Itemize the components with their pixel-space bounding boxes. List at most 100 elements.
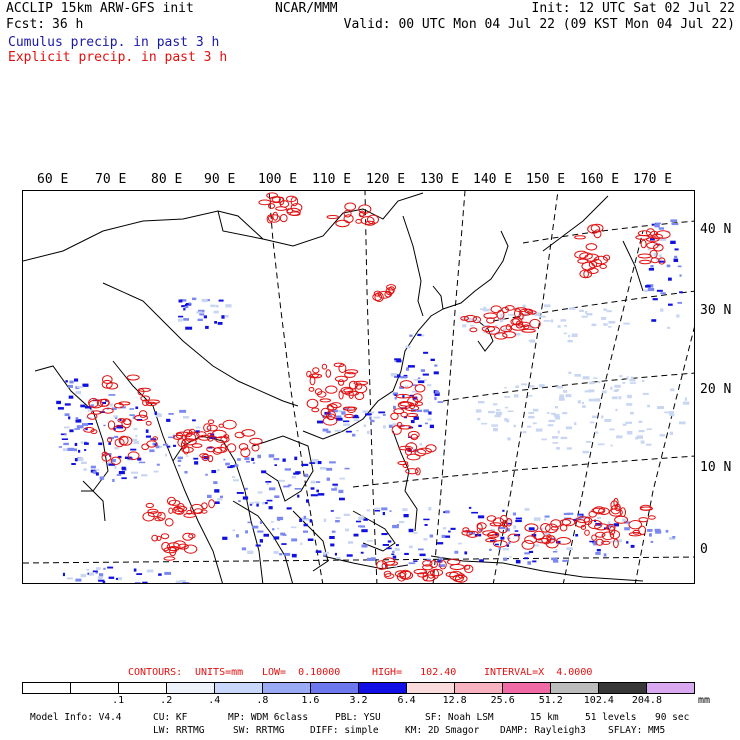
cumulus-precip-cell (335, 520, 340, 523)
explicit-precip-contour (320, 407, 330, 418)
cumulus-precip-cell (277, 527, 280, 530)
cumulus-precip-cell (544, 304, 551, 308)
cumulus-precip-cell (299, 518, 302, 522)
cumulus-precip-cell (481, 422, 488, 425)
cumulus-precip-cell (242, 496, 249, 500)
cumulus-precip-cell (528, 395, 533, 397)
cumulus-precip-cell (334, 552, 337, 556)
explicit-precip-contour (489, 522, 502, 527)
explicit-precip-contour (584, 529, 590, 536)
lat-label: 40 N (700, 222, 732, 237)
cumulus-precip-cell (166, 418, 171, 422)
cumulus-precip-cell (656, 289, 663, 292)
colorbar-swatch (119, 683, 167, 693)
cumulus-precip-cell (559, 394, 565, 398)
cumulus-precip-cell (192, 419, 196, 422)
explicit-precip-contour (101, 451, 108, 457)
explicit-precip-contour (601, 531, 615, 541)
cumulus-precip-cell (595, 552, 601, 555)
cumulus-precip-cell (80, 441, 83, 444)
colorbar-label: 25.6 (490, 695, 515, 706)
cumulus-precip-cell (557, 430, 560, 434)
explicit-precip-contour (338, 390, 344, 400)
cumulus-precip-cell (521, 383, 528, 386)
cumulus-precip-cell (588, 398, 596, 402)
cumulus-precip-cell (382, 512, 385, 516)
cumulus-precip-cell (135, 434, 138, 438)
explicit-precip-contour (279, 214, 288, 223)
footer-pbl: PBL: YSU (335, 712, 381, 723)
explicit-precip-contour (215, 436, 228, 443)
cumulus-precip-cell (551, 557, 555, 561)
cumulus-precip-cell (136, 419, 143, 421)
cumulus-precip-cell (270, 521, 274, 523)
explicit-precip-contour (407, 396, 419, 407)
explicit-precip-contour (394, 570, 407, 578)
cumulus-precip-cell (654, 224, 660, 228)
cumulus-precip-cell (201, 298, 208, 303)
cumulus-precip-cell (336, 556, 341, 560)
cumulus-precip-cell (280, 532, 286, 536)
explicit-precip-contour (460, 316, 470, 321)
explicit-precip-contour (550, 519, 562, 528)
cumulus-precip-cell (348, 541, 354, 544)
cumulus-precip-cell (462, 317, 466, 320)
explicit-precip-contour (218, 423, 225, 428)
cumulus-precip-cell (80, 404, 86, 408)
cumulus-precip-cell (315, 550, 322, 553)
explicit-precip-contour (494, 332, 508, 340)
cumulus-precip-cell (282, 458, 286, 462)
cumulus-precip-cell (496, 409, 501, 411)
cumulus-precip-cell (402, 395, 405, 399)
cumulus-precip-cell (613, 389, 616, 392)
cumulus-precip-cell (326, 414, 333, 418)
cumulus-precip-cell (527, 425, 532, 428)
cumulus-precip-cell (259, 521, 262, 524)
cumulus-precip-cell (619, 375, 623, 378)
explicit-precip-contour (595, 531, 606, 538)
cumulus-precip-cell (133, 440, 140, 444)
explicit-precip-contour (151, 534, 159, 542)
cumulus-precip-cell (118, 577, 123, 581)
cumulus-precip-cell (374, 510, 381, 512)
cumulus-precip-cell (185, 455, 189, 457)
cumulus-precip-cell (311, 459, 319, 462)
cumulus-precip-cell (131, 471, 138, 474)
cumulus-precip-cell (560, 319, 567, 322)
cumulus-precip-cell (499, 316, 505, 320)
cumulus-precip-cell (119, 418, 122, 421)
cumulus-precip-cell (132, 416, 136, 419)
cumulus-precip-cell (179, 579, 186, 583)
cumulus-precip-cell (213, 310, 219, 314)
cumulus-precip-cell (195, 430, 200, 434)
cumulus-precip-cell (392, 555, 397, 559)
cumulus-precip-cell (403, 514, 409, 518)
colorbar-swatch (503, 683, 551, 693)
cumulus-precip-cell (68, 395, 74, 399)
cumulus-precip-cell (608, 320, 616, 324)
cumulus-precip-cell (84, 583, 89, 584)
cumulus-precip-cell (674, 255, 678, 259)
cumulus-precip-cell (75, 578, 82, 582)
cumulus-precip-cell (265, 481, 272, 483)
cumulus-precip-cell (524, 557, 529, 560)
cumulus-precip-cell (301, 517, 304, 521)
cumulus-precip-cell (603, 323, 608, 326)
cumulus-precip-cell (319, 467, 327, 470)
cumulus-precip-cell (577, 400, 581, 404)
cumulus-precip-cell (173, 444, 177, 447)
explicit-precip-contour (275, 206, 288, 211)
cumulus-precip-cell (387, 540, 392, 543)
cumulus-precip-cell (595, 398, 601, 402)
cumulus-precip-cell (429, 534, 434, 538)
explicit-precip-contour (639, 259, 652, 265)
cumulus-precip-cell (154, 402, 157, 406)
colorbar-label: 51.2 (538, 695, 563, 706)
cumulus-precip-cell (214, 501, 220, 504)
explicit-precip-contour (524, 535, 538, 545)
explicit-precip-contour (501, 306, 509, 314)
explicit-precip-contour (312, 367, 320, 374)
cumulus-precip-cell (374, 507, 381, 510)
cumulus-precip-cell (537, 539, 543, 543)
cumulus-precip-cell (563, 332, 568, 335)
